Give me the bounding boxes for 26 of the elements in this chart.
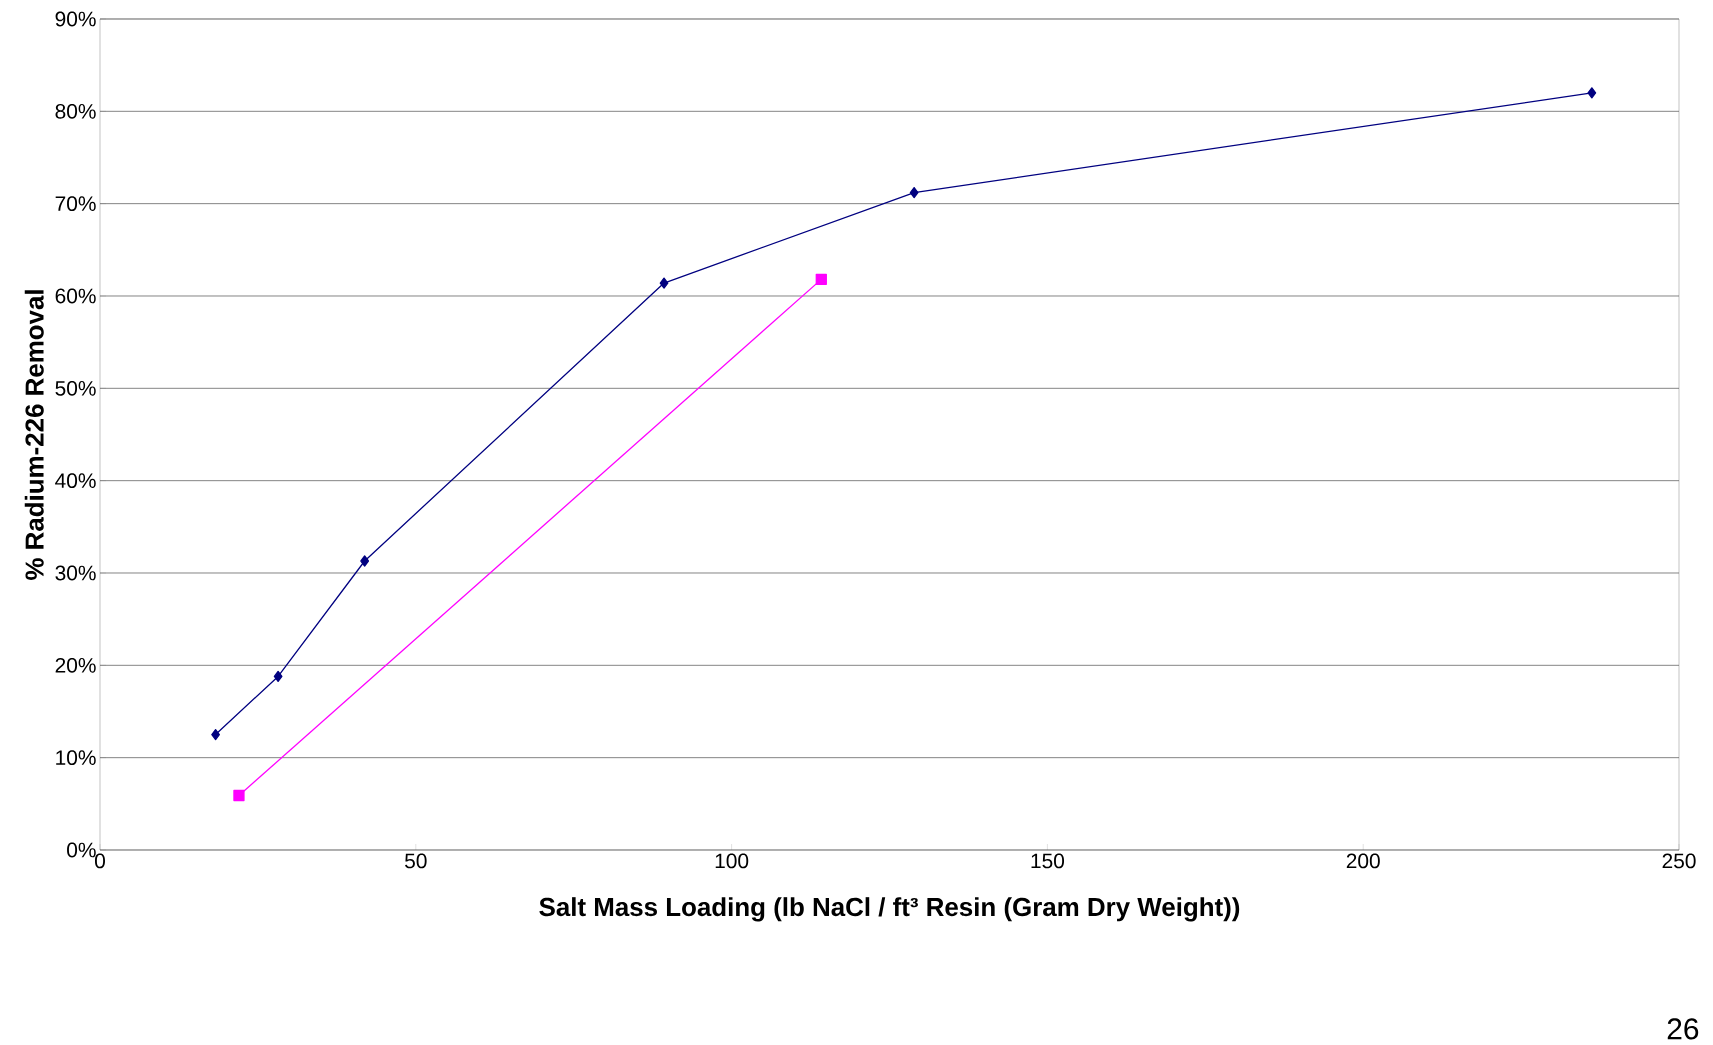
y-tick-label: 0% — [67, 842, 96, 858]
x-tick-label: 200 — [1346, 853, 1380, 869]
x-tick-label: 50 — [405, 853, 427, 869]
x-tick-label: 250 — [1662, 853, 1696, 869]
y-axis-title: % Radium-226 Removal — [24, 290, 44, 580]
y-tick-label: 10% — [56, 750, 96, 766]
y-tick-label: 40% — [55, 473, 96, 489]
y-tick-label: 70% — [55, 196, 96, 212]
y-tick-label: 90% — [55, 11, 96, 27]
y-tick-label: 50% — [55, 380, 96, 396]
text: 26 — [1667, 1018, 1699, 1040]
point — [815, 273, 827, 286]
point — [659, 277, 669, 289]
point — [360, 555, 370, 567]
x-tick-label: 150 — [1031, 853, 1065, 869]
x-axis-title: Salt Mass Loading (lb NaCl / ft³ Resin (Gram Dry Weight)) — [539, 897, 1240, 922]
point — [909, 186, 919, 199]
y-tick-label: 80% — [55, 103, 96, 119]
point — [1587, 87, 1597, 99]
x-tick-label: 100 — [715, 853, 749, 869]
point — [273, 670, 283, 683]
y-tick-label: 30% — [55, 565, 96, 581]
y-tick-label: 60% — [55, 288, 96, 304]
point — [233, 789, 245, 802]
x-tick-label: 0 — [95, 853, 105, 869]
y-tick-label: 20% — [55, 657, 96, 673]
